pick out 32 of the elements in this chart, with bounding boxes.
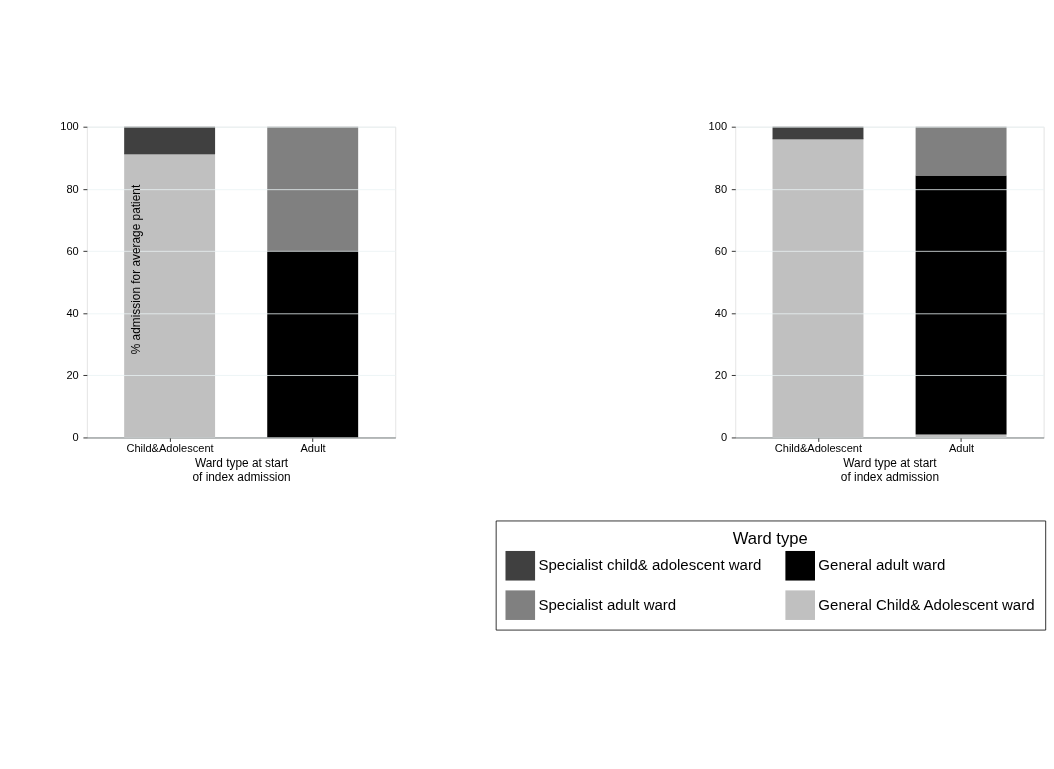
bar [915, 126, 1007, 176]
bar [267, 126, 359, 252]
y-tick-label: 100 [60, 120, 79, 133]
y-axis-title: % admission for average patient [129, 184, 144, 355]
y-tick-label: 80 [66, 182, 79, 195]
x-axis-title: Ward type at start of index admission [840, 456, 940, 484]
bar [915, 434, 1007, 438]
x-tick-label: Adult [300, 442, 326, 455]
legend-label: Specialist adult ward [538, 595, 677, 613]
y-tick-label: 40 [714, 306, 728, 319]
legend-label: Specialist child& adolescent ward [538, 556, 762, 574]
bar [267, 251, 359, 438]
y-tick-label: 40 [66, 306, 79, 319]
y-tick-label: 0 [720, 431, 728, 444]
legend-title: Ward type [732, 528, 808, 548]
x-tick-label: Adult [948, 442, 975, 455]
x-axis-title: Ward type at start of index admission [192, 456, 291, 484]
y-tick-label: 20 [714, 368, 728, 381]
bar [772, 139, 864, 438]
y-tick-label: 60 [66, 244, 79, 257]
y-tick-label: 20 [66, 368, 79, 381]
legend-label: General Child& Adolescent ward [818, 595, 1035, 613]
bar [124, 154, 216, 438]
x-tick-label: Child&Adolescent [774, 442, 862, 455]
bar [124, 126, 216, 154]
y-tick-label: 100 [708, 120, 728, 133]
x-tick-label: Child&Adolescent [126, 442, 214, 455]
bar [915, 175, 1007, 435]
y-tick-label: 0 [72, 431, 79, 444]
legend-label: General adult ward [818, 556, 946, 574]
y-tick-label: 80 [714, 182, 728, 195]
y-tick-label: 60 [714, 244, 728, 257]
